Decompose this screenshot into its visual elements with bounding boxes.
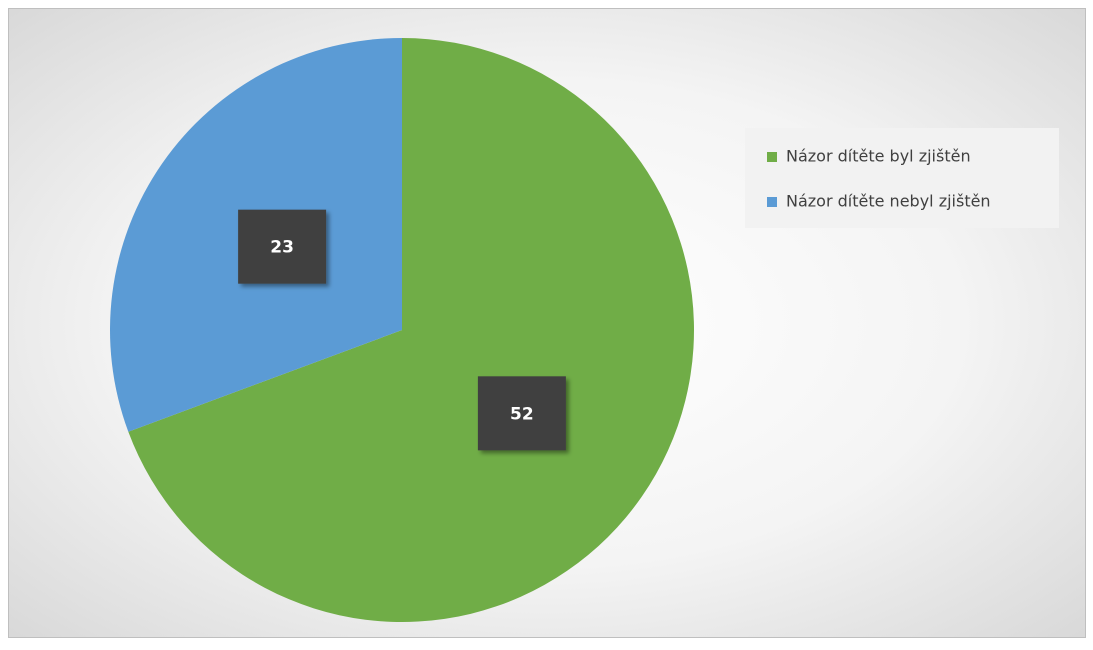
legend-swatch [767,197,777,207]
legend-swatch [767,152,777,162]
pie-slice [128,38,694,622]
data-label-box [477,376,566,451]
data-label-box [238,209,327,284]
legend-label: Názor dítěte byl zjištěn [786,147,971,166]
legend-box [745,128,1059,228]
data-label: 52 [510,404,534,424]
legend-label: Názor dítěte nebyl zjištěn [786,192,991,211]
data-label: 23 [270,238,294,258]
